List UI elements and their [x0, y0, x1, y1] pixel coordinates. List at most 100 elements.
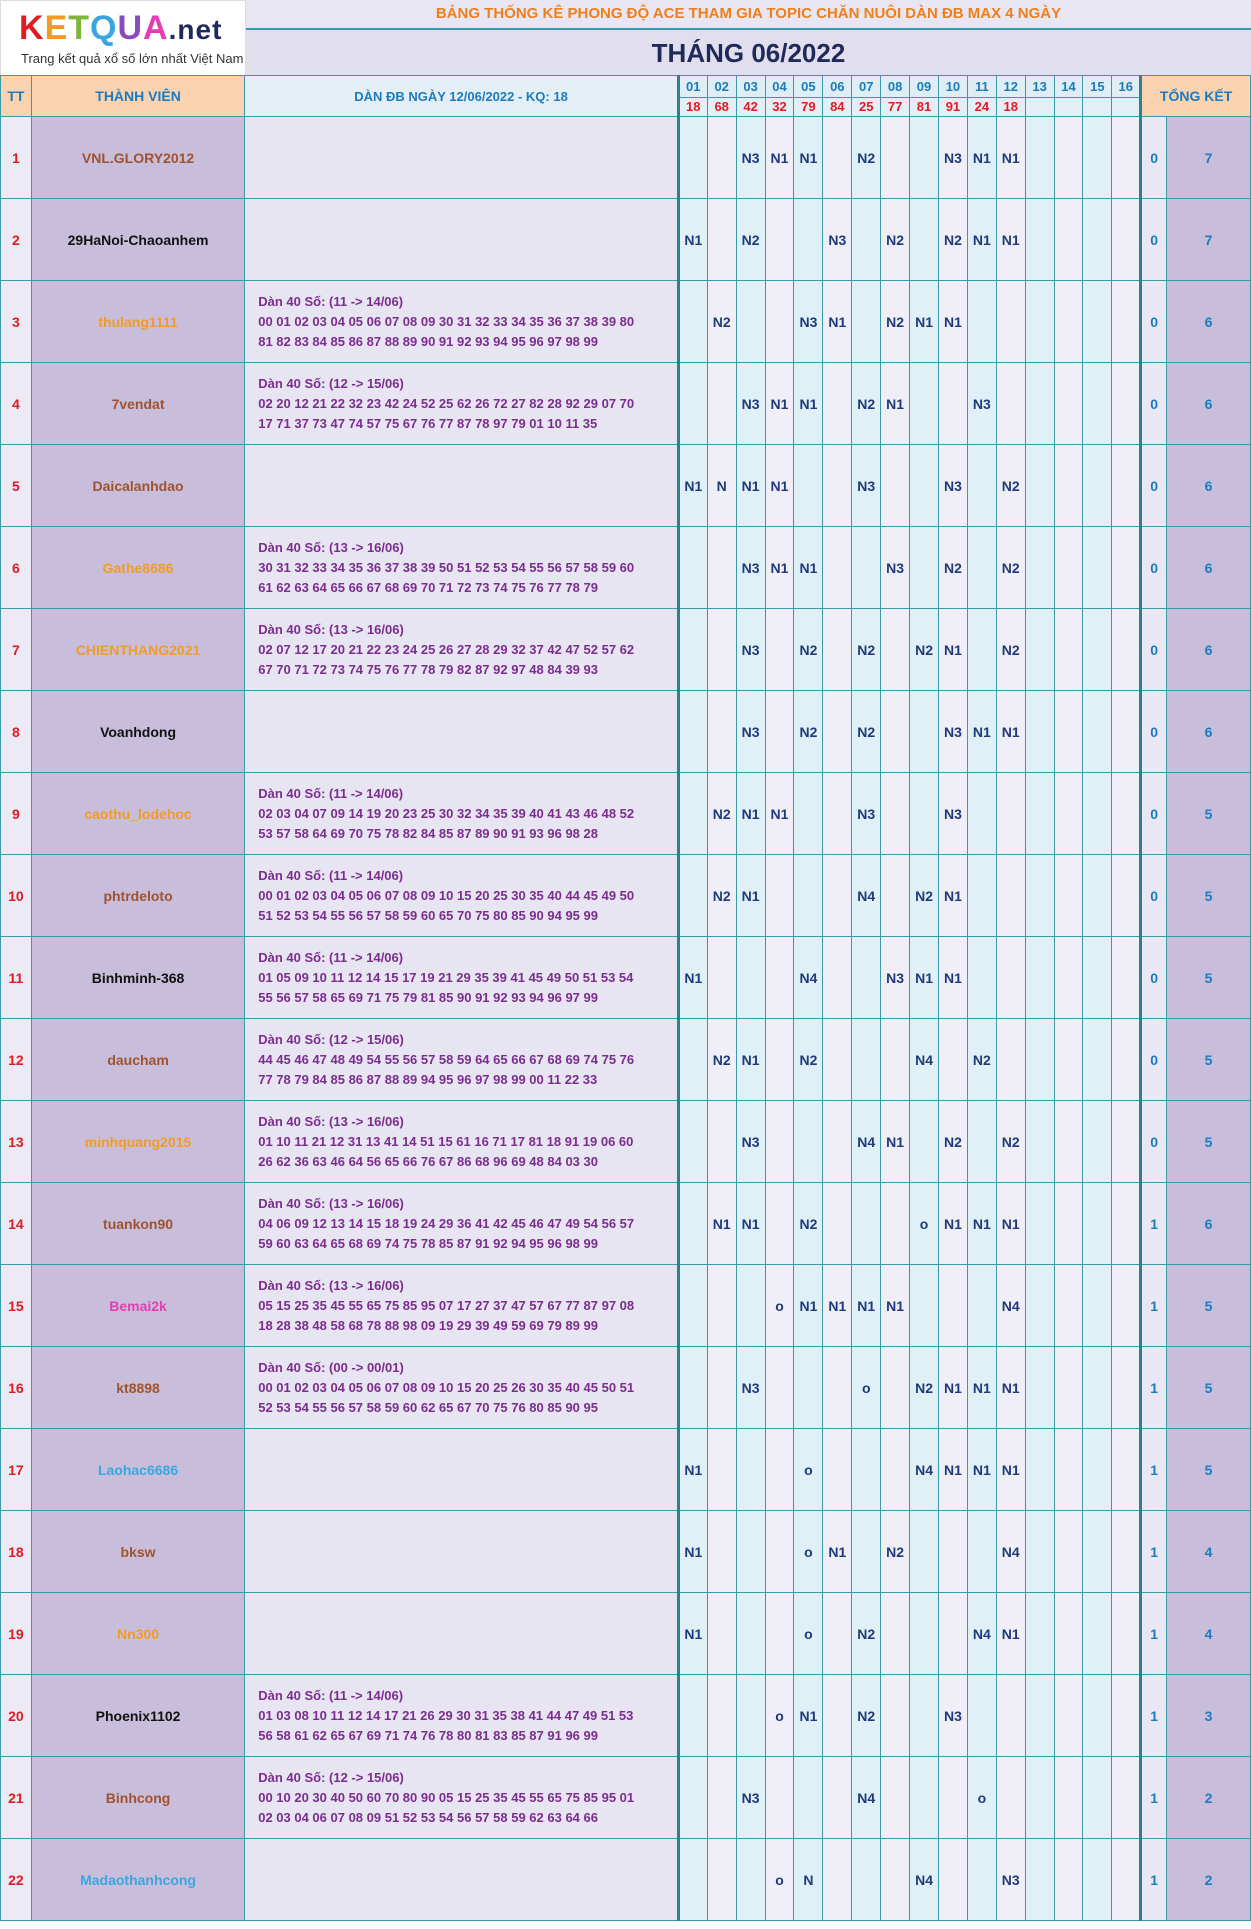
logo-letter: E [44, 9, 69, 47]
member-name[interactable]: Binhminh-368 [30, 936, 246, 1019]
member-name[interactable]: Madaothanhcong [30, 1838, 246, 1921]
table-row: 22 Madaothanhcong o N N4 N3 1 2 [0, 1838, 1251, 1921]
day-cell: N1 [880, 1100, 911, 1183]
day-result: 68 [706, 96, 737, 118]
summary-miss: 1 [1139, 1264, 1168, 1347]
day-cell: o [851, 1346, 882, 1429]
site-logo[interactable]: KETQUA.net Trang kết quả xổ số lớn nhất … [0, 0, 246, 76]
day-cell [735, 1838, 766, 1921]
dan-numbers: 02 03 04 07 09 14 19 20 23 25 30 32 34 3… [258, 805, 635, 821]
member-name[interactable]: minhquang2015 [30, 1100, 246, 1183]
day-cell [1053, 1838, 1084, 1921]
day-cell: N1 [966, 1182, 997, 1265]
day-cell [909, 772, 939, 855]
member-name[interactable]: caothu_lodehoc [30, 772, 246, 855]
dan-cell: Dàn 40 Số: (13 -> 16/06) 30 31 32 33 34 3… [244, 526, 679, 609]
member-name[interactable]: daucham [30, 1018, 246, 1101]
day-cell [822, 444, 853, 527]
row-number: 1 [0, 116, 32, 199]
day-cell [1053, 280, 1084, 363]
member-name[interactable]: Voanhdong [30, 690, 246, 773]
dan-numbers: 51 52 53 54 55 56 57 58 59 60 65 70 75 8… [258, 907, 598, 923]
day-cell [1024, 1100, 1055, 1183]
day-cell: N2 [995, 444, 1026, 527]
table-row: 19 Nn300 N1 o N2 N4 N1 1 4 [0, 1592, 1251, 1675]
day-cell: N2 [851, 362, 882, 445]
dan-numbers: 01 03 08 10 11 12 14 17 21 26 29 30 31 3… [258, 1707, 634, 1723]
member-name[interactable]: Phoenix1102 [30, 1674, 246, 1757]
member-name[interactable]: Laohac6686 [30, 1428, 246, 1511]
member-name[interactable]: bksw [30, 1510, 246, 1593]
day-cell [1111, 1264, 1142, 1347]
member-name[interactable]: tuankon90 [30, 1182, 246, 1265]
table-row: 12 daucham Dàn 40 Số: (12 -> 15/06) 44 45 4… [0, 1018, 1251, 1101]
day-cell [676, 1264, 708, 1347]
day-cell [1053, 444, 1084, 527]
day-cell [1053, 1018, 1084, 1101]
day-cell [706, 1510, 737, 1593]
day-cell [764, 1510, 795, 1593]
day-cell: N4 [909, 1018, 939, 1101]
dan-title: Dàn 40 Số: (00 -> 00/01) [258, 1359, 404, 1375]
day-cell [1024, 1838, 1055, 1921]
day-cell: N [793, 1838, 824, 1921]
member-name[interactable]: thulang1111 [30, 280, 246, 363]
day-cell [966, 1264, 997, 1347]
day-cell [1053, 1182, 1084, 1265]
summary-miss: 0 [1139, 690, 1168, 773]
dan-numbers: 00 01 02 03 04 05 06 07 08 09 10 15 20 2… [258, 887, 635, 903]
summary-hit: 5 [1166, 936, 1251, 1019]
day-cell [1111, 198, 1142, 281]
member-name[interactable]: Gathe8686 [30, 526, 246, 609]
day-cell: N1 [735, 772, 766, 855]
member-name[interactable]: phtrdeloto [30, 854, 246, 937]
dan-cell: Dàn 40 Số: (13 -> 16/06) 02 07 12 17 20 2… [244, 608, 679, 691]
dan-cell: Dàn 40 Số: (13 -> 16/06) 01 10 11 21 12 3… [244, 1100, 679, 1183]
day-cell: N1 [937, 1428, 968, 1511]
day-cell [676, 1100, 708, 1183]
member-name[interactable]: Nn300 [30, 1592, 246, 1675]
day-cell [706, 116, 737, 199]
day-cell [1053, 1674, 1084, 1757]
table-row: 3 thulang1111 Dàn 40 Số: (11 -> 14/06) 00 0… [0, 280, 1251, 363]
member-name[interactable]: Daicalanhdao [30, 444, 246, 527]
day-cell [909, 362, 939, 445]
day-cell [706, 608, 737, 691]
day-cell [995, 1674, 1026, 1757]
table-row: 9 caothu_lodehoc Dàn 40 Số: (11 -> 14/06) 0… [0, 772, 1251, 855]
row-number: 9 [0, 772, 32, 855]
day-cell [1111, 1428, 1142, 1511]
day-cell [735, 936, 766, 1019]
day-cell [851, 1182, 882, 1265]
day-cell [1082, 1264, 1113, 1347]
day-cell [909, 116, 939, 199]
day-cell: N1 [995, 116, 1026, 199]
member-name[interactable]: VNL.GLORY2012 [30, 116, 246, 199]
day-cell [937, 1510, 968, 1593]
member-name[interactable]: Bemai2k [30, 1264, 246, 1347]
day-cell [1053, 854, 1084, 937]
day-cell [1082, 1592, 1113, 1675]
day-cell: N1 [676, 1428, 708, 1511]
summary-hit: 5 [1166, 1100, 1251, 1183]
day-result: 42 [735, 96, 766, 118]
dan-numbers: 05 15 25 35 45 55 65 75 85 95 07 17 27 3… [258, 1297, 635, 1313]
dan-numbers: 77 78 79 84 85 86 87 88 89 94 95 96 97 9… [258, 1071, 598, 1087]
day-cell [1053, 936, 1084, 1019]
member-name[interactable]: Binhcong [30, 1756, 246, 1839]
day-cell: N2 [909, 608, 939, 691]
member-name[interactable]: 7vendat [30, 362, 246, 445]
member-name[interactable]: kt8898 [30, 1346, 246, 1429]
member-name[interactable]: CHIENTHANG2021 [30, 608, 246, 691]
member-name[interactable]: 29HaNoi-Chaoanhem [30, 198, 246, 281]
table-row: 17 Laohac6686 N1 o N4 N1 N1 N1 1 5 [0, 1428, 1251, 1511]
day-header: 10 [937, 75, 968, 98]
day-header: 05 [793, 75, 824, 98]
day-cell: N2 [995, 526, 1026, 609]
day-cell [1111, 1510, 1142, 1593]
day-cell [822, 1100, 853, 1183]
day-cell [880, 854, 911, 937]
summary-hit: 5 [1166, 1018, 1251, 1101]
day-header: 14 [1053, 75, 1084, 98]
summary-hit: 6 [1166, 362, 1251, 445]
